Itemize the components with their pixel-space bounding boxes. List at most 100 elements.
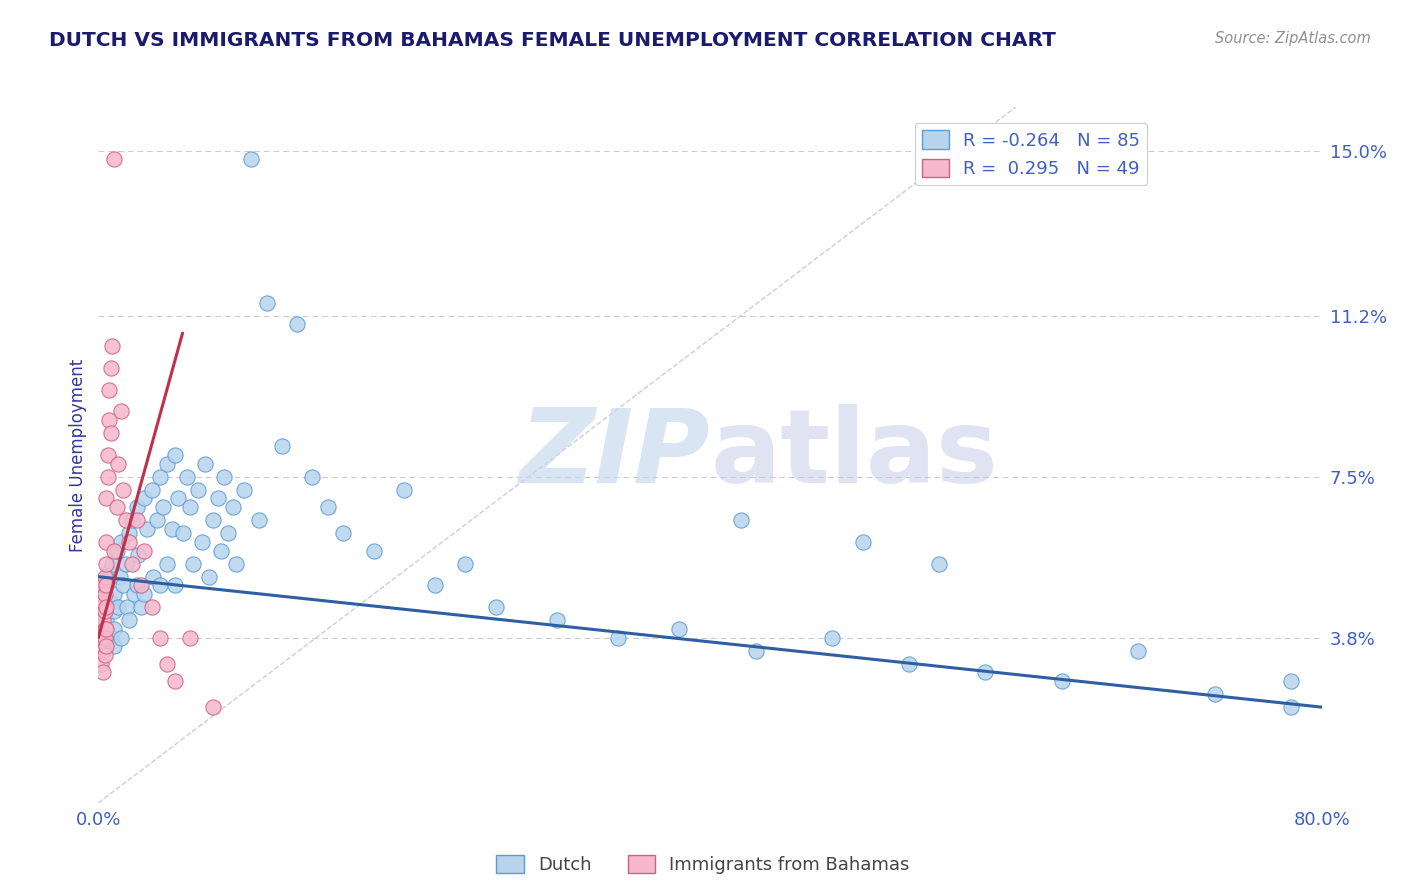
Point (125, 578, 148, 592)
Point (152, 500, 174, 514)
Point (179, 631, 201, 645)
Point (105, 543, 128, 558)
Point (90, 639, 112, 653)
Point (225, 557, 247, 571)
Point (93, 605, 115, 619)
Point (94, 557, 117, 571)
Point (852, 535, 875, 549)
Point (163, 674, 186, 689)
Point (103, 622, 125, 636)
Point (125, 500, 148, 514)
Point (98, 383, 121, 397)
Point (745, 643, 768, 657)
Point (100, 426, 122, 441)
Point (172, 526, 194, 541)
Point (100, 631, 122, 645)
Point (668, 622, 690, 636)
Point (107, 457, 129, 471)
Point (176, 469, 198, 483)
Point (90, 587, 112, 601)
Point (91, 578, 114, 592)
Point (160, 522, 183, 536)
Point (1128, 643, 1150, 657)
Point (98, 566, 121, 580)
Point (240, 152, 263, 166)
Point (94, 578, 117, 592)
Point (94, 600, 117, 615)
Point (149, 578, 172, 592)
Point (156, 557, 179, 571)
Point (91, 596, 114, 610)
Point (363, 543, 385, 558)
Point (301, 469, 323, 483)
Point (145, 513, 167, 527)
Point (103, 639, 125, 653)
Point (121, 557, 143, 571)
Point (103, 543, 125, 558)
Point (134, 543, 156, 558)
Point (103, 605, 125, 619)
Point (93, 570, 115, 584)
Point (270, 439, 292, 453)
Point (212, 469, 235, 483)
Point (91, 631, 114, 645)
Point (125, 513, 148, 527)
Point (118, 526, 141, 541)
Point (141, 600, 163, 615)
Point (222, 500, 245, 514)
Point (94, 578, 117, 592)
Point (121, 513, 143, 527)
Point (118, 535, 141, 549)
Point (93, 622, 115, 636)
Point (207, 491, 229, 506)
Point (974, 665, 997, 680)
Point (115, 557, 138, 571)
Point (100, 360, 122, 375)
Point (94, 491, 117, 506)
Point (1279, 700, 1302, 714)
Point (142, 570, 165, 584)
Point (209, 543, 232, 558)
Point (97, 469, 120, 483)
Point (94, 613, 117, 627)
Point (111, 578, 134, 592)
Point (90, 622, 112, 636)
Point (129, 578, 152, 592)
Point (485, 600, 508, 615)
Point (94, 535, 117, 549)
Point (202, 700, 225, 714)
Text: ZIP: ZIP (519, 404, 710, 506)
Text: Source: ZipAtlas.com: Source: ZipAtlas.com (1215, 31, 1371, 46)
Point (149, 631, 172, 645)
Point (107, 600, 129, 615)
Point (97, 448, 120, 462)
Point (454, 557, 477, 571)
Point (105, 500, 128, 514)
Point (141, 483, 163, 497)
Point (110, 535, 132, 549)
Point (167, 491, 190, 506)
Point (91, 665, 114, 680)
Point (217, 526, 239, 541)
Point (98, 413, 121, 427)
Legend: Dutch, Immigrants from Bahamas: Dutch, Immigrants from Bahamas (489, 847, 917, 881)
Point (108, 570, 131, 584)
Point (93, 587, 115, 601)
Point (202, 513, 225, 527)
Point (392, 483, 416, 497)
Y-axis label: Female Unemployment: Female Unemployment (69, 359, 87, 551)
Point (91, 643, 114, 657)
Text: DUTCH VS IMMIGRANTS FROM BAHAMAS FEMALE UNEMPLOYMENT CORRELATION CHART: DUTCH VS IMMIGRANTS FROM BAHAMAS FEMALE … (49, 31, 1056, 50)
Point (90, 605, 112, 619)
Point (103, 152, 125, 166)
Point (1204, 687, 1226, 701)
Point (928, 557, 950, 571)
Point (546, 613, 568, 627)
Point (163, 448, 186, 462)
Point (191, 535, 214, 549)
Point (316, 500, 339, 514)
Point (821, 631, 844, 645)
Point (110, 404, 132, 418)
Point (1050, 674, 1073, 689)
Point (897, 657, 920, 671)
